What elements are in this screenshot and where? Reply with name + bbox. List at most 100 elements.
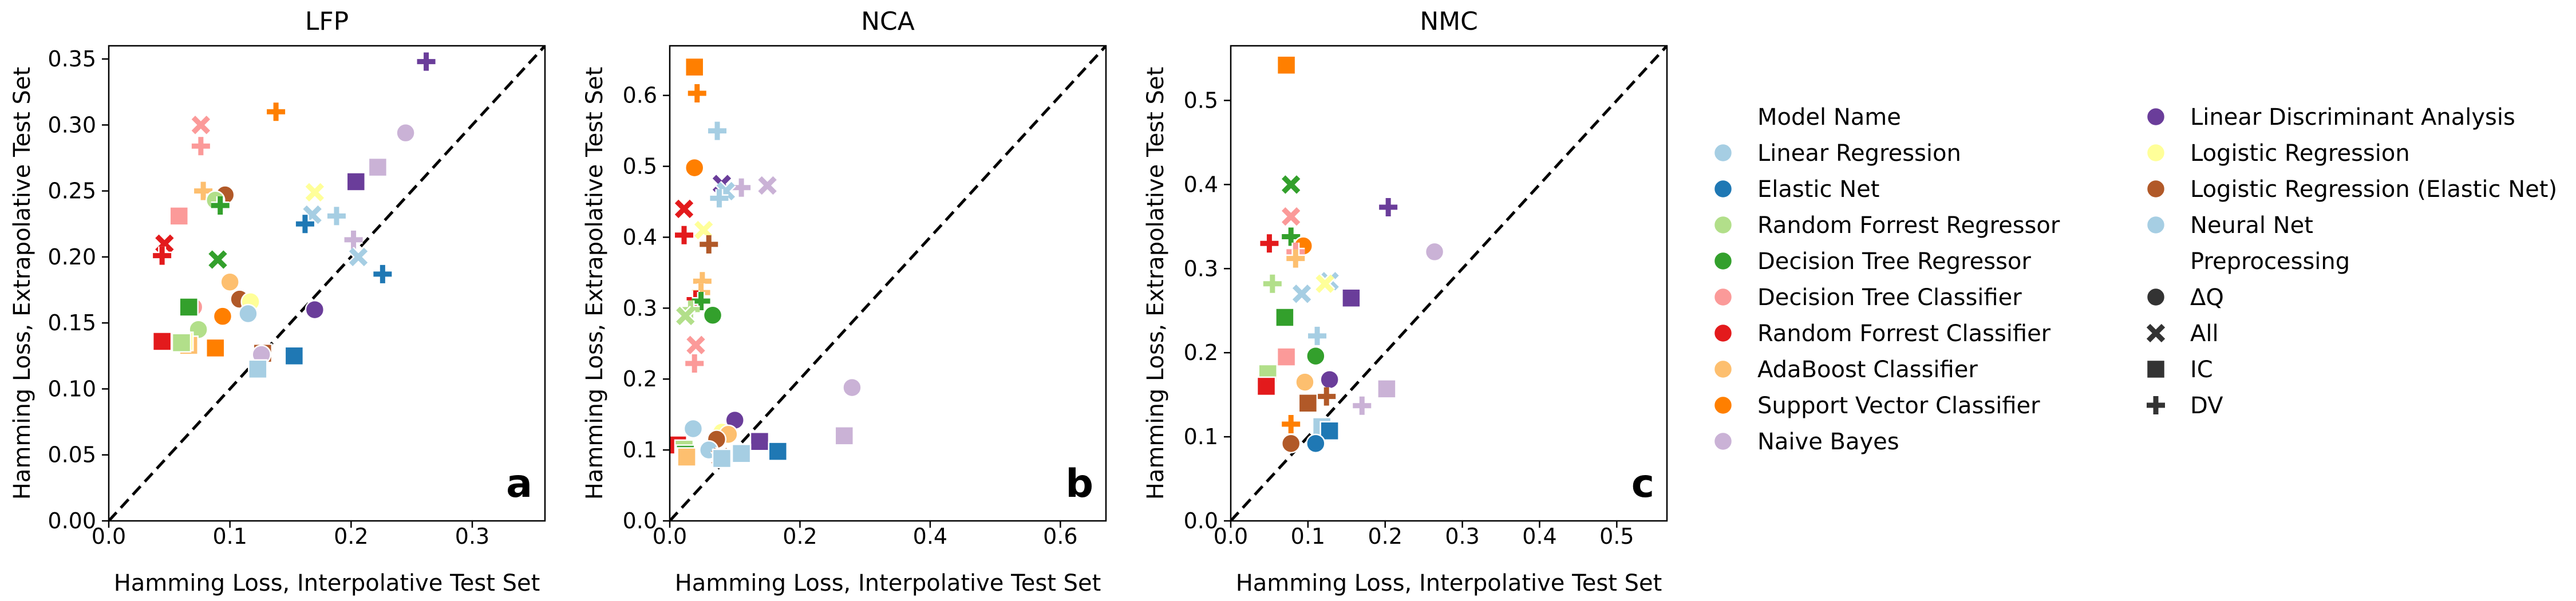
y-tick-label: 0.0: [623, 508, 657, 533]
x-tick-label: 0.5: [1599, 524, 1634, 549]
data-point: [1314, 273, 1336, 294]
data-point: [1281, 174, 1302, 195]
x-tick-label: 0.4: [913, 524, 947, 549]
data-point: [1276, 55, 1297, 76]
data-point: [1256, 376, 1277, 397]
legend-marker: [2146, 179, 2166, 199]
data-point: [757, 175, 778, 196]
data-point: [768, 441, 788, 461]
data-point: [212, 306, 233, 326]
data-point: [248, 359, 268, 379]
y-axis-label: Hamming Loss, Extrapolative Test Set: [9, 67, 35, 500]
y-tick-label: 0.30: [48, 112, 96, 137]
data-point: [295, 215, 314, 234]
data-point: [1295, 372, 1315, 392]
chart-title: NCA: [861, 7, 915, 36]
data-point: [220, 272, 240, 292]
data-point: [304, 181, 325, 203]
y-tick-labels: 0.0 0.1 0.2 0.3 0.4 0.5 0.6: [623, 83, 657, 533]
legend-marker: [1713, 215, 1733, 235]
data-point: [1291, 283, 1313, 305]
legend-label: ΔQ: [2190, 284, 2224, 311]
plot-area-nmc: [1224, 45, 1668, 528]
data-point: [1424, 242, 1445, 262]
y-tick-label: 0.10: [48, 376, 96, 401]
x-tick-label: 0.3: [1445, 524, 1479, 549]
data-point: [284, 346, 305, 366]
x-tick-label: 0.2: [783, 524, 817, 549]
data-point: [732, 178, 751, 197]
legend-label: AdaBoost Classifier: [1757, 357, 1978, 383]
data-point: [344, 230, 363, 249]
chart-panel-lfp: LFP 0.0 0.1 0.2 0.3 0.00 0.05 0.10 0.15 …: [9, 7, 540, 596]
data-point: [348, 246, 369, 267]
legend-marker: [2146, 106, 2166, 127]
data-point: [1282, 227, 1301, 246]
y-tick-label: 0.35: [48, 46, 96, 72]
y-tick-label: 0.25: [48, 179, 96, 204]
data-point: [207, 249, 228, 270]
data-point: [191, 137, 210, 156]
data-points: [670, 57, 862, 469]
data-point: [731, 444, 752, 464]
x-axis-label: Hamming Loss, Interpolative Test Set: [1236, 570, 1662, 596]
legend-marker: [2146, 215, 2166, 235]
legend-marker: [1713, 143, 1733, 163]
legend-label: DV: [2190, 393, 2223, 419]
data-point: [688, 84, 706, 102]
y-tick-label: 0.05: [48, 442, 96, 468]
y-tick-label: 0.2: [1184, 340, 1218, 365]
data-point: [206, 338, 226, 358]
y-tick-label: 0.20: [48, 244, 96, 270]
diagonal-reference-line: [1231, 46, 1667, 521]
data-point: [211, 196, 230, 215]
chart-title: LFP: [305, 7, 349, 36]
x-tick-label: 0.0: [1214, 524, 1248, 549]
legend-header-preprocessing: Preprocessing: [2190, 248, 2350, 275]
chart-panel-nmc: NMC 0.0 0.1 0.2 0.3 0.4 0.5 0.0 0.1 0.2 …: [1143, 7, 1662, 596]
data-points: [152, 52, 436, 379]
legend-label: Naive Bayes: [1757, 429, 1899, 455]
diagonal-reference-line: [670, 46, 1106, 521]
axes-frame: [1230, 45, 1668, 522]
axes-frame: [669, 45, 1107, 522]
data-point: [1353, 396, 1372, 415]
data-point: [700, 235, 718, 254]
y-tick-labels: 0.0 0.1 0.2 0.3 0.4 0.5: [1184, 88, 1218, 534]
data-point: [677, 447, 697, 467]
legend-label: All: [2190, 321, 2219, 347]
chart-title: NMC: [1420, 7, 1478, 36]
legend-marker: [1713, 395, 1733, 416]
data-point: [396, 122, 416, 143]
legend-label: Elastic Net: [1757, 176, 1879, 203]
data-point: [1306, 346, 1326, 366]
plot-area-lfp: [102, 45, 546, 528]
data-point: [685, 354, 704, 373]
y-tick-label: 0.4: [1184, 172, 1218, 197]
data-point: [1319, 421, 1340, 441]
data-point: [712, 448, 732, 469]
data-point: [702, 305, 723, 325]
legend-label: Neural Net: [2190, 212, 2313, 239]
data-point: [305, 299, 325, 320]
x-tick-labels: 0.0 0.1 0.2 0.3: [92, 524, 489, 549]
data-point: [749, 432, 770, 452]
legend-label: Random Forrest Classifier: [1757, 321, 2051, 347]
x-tick-label: 0.0: [92, 524, 126, 549]
legend-marker: [1713, 431, 1733, 452]
y-tick-label: 0.1: [623, 437, 657, 462]
data-point: [1379, 198, 1398, 217]
data-point: [675, 226, 694, 244]
data-point: [685, 334, 706, 355]
y-axis-label: Hamming Loss, Extrapolative Test Set: [1143, 67, 1169, 500]
data-point: [1308, 326, 1327, 345]
data-point: [842, 377, 862, 398]
data-point: [1319, 369, 1340, 390]
legend-header-model: Model Name: [1757, 104, 1901, 131]
legend-marker: [1713, 323, 1733, 343]
data-point: [417, 52, 436, 71]
legend-marker: [2147, 396, 2165, 414]
data-point: [1286, 249, 1305, 268]
data-point: [190, 114, 211, 136]
y-tick-label: 0.15: [48, 310, 96, 335]
